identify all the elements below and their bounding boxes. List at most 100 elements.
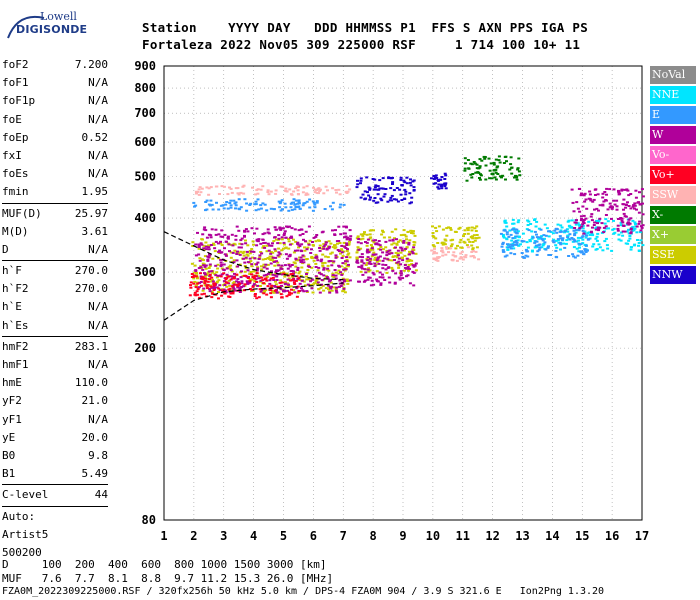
- echo-point: [265, 275, 269, 278]
- echo-point: [410, 232, 413, 234]
- echo-point: [330, 264, 334, 267]
- artist-label: Artist5: [2, 527, 49, 541]
- echo-point: [488, 169, 492, 172]
- echo-point: [466, 229, 470, 232]
- echo-point: [363, 279, 367, 282]
- echo-point: [565, 239, 569, 242]
- echo-point: [384, 246, 388, 249]
- echo-point: [326, 189, 329, 192]
- echo-point: [471, 250, 475, 252]
- echo-point: [282, 234, 286, 236]
- echo-point: [461, 258, 465, 261]
- echo-point: [243, 265, 247, 267]
- echo-point: [326, 264, 330, 267]
- echo-point: [581, 227, 585, 230]
- echo-point: [235, 280, 239, 283]
- echo-point: [220, 244, 224, 246]
- echo-point: [393, 259, 396, 261]
- echo-point: [361, 193, 365, 196]
- echo-point: [224, 203, 228, 206]
- echo-point: [406, 274, 410, 277]
- x-tick-label: 9: [399, 529, 406, 543]
- echo-point: [390, 199, 394, 202]
- echo-cluster-ssw: [430, 246, 481, 262]
- echo-point: [280, 284, 283, 287]
- echo-point: [283, 283, 287, 286]
- echo-point: [330, 208, 334, 211]
- echo-point: [492, 161, 496, 164]
- echo-point: [201, 289, 205, 292]
- echo-point: [515, 175, 519, 178]
- echo-point: [510, 228, 514, 231]
- echo-point: [463, 233, 467, 235]
- echo-point: [463, 255, 467, 258]
- echo-point: [617, 218, 620, 220]
- echo-point: [289, 202, 293, 205]
- echo-point: [304, 230, 308, 233]
- param-value: N/A: [88, 412, 108, 426]
- echo-point: [228, 250, 231, 253]
- echo-point: [386, 200, 390, 203]
- echo-point: [203, 275, 207, 278]
- echo-point: [528, 239, 532, 241]
- echo-point: [236, 192, 240, 195]
- echo-point: [356, 246, 360, 249]
- echo-point: [543, 241, 547, 244]
- echo-point: [601, 196, 605, 199]
- echo-point: [295, 185, 299, 188]
- echo-point: [516, 167, 520, 170]
- echo-point: [480, 159, 484, 162]
- legend-item: W: [650, 126, 696, 144]
- echo-point: [250, 227, 254, 230]
- echo-point: [278, 242, 282, 245]
- echo-point: [338, 242, 342, 244]
- echo-point: [412, 241, 416, 243]
- echo-point: [204, 267, 208, 270]
- echo-point: [501, 241, 505, 244]
- echo-point: [560, 226, 564, 229]
- echo-point: [459, 252, 463, 255]
- echo-point: [366, 191, 369, 194]
- echo-point: [437, 256, 441, 258]
- echo-point: [355, 251, 359, 254]
- y-tick-label: 600: [134, 135, 156, 149]
- echo-point: [395, 242, 399, 245]
- echo-point: [570, 219, 574, 222]
- echo-point: [204, 241, 208, 244]
- echo-point: [515, 178, 519, 181]
- echo-point: [193, 264, 197, 267]
- echo-point: [314, 235, 318, 238]
- echo-point: [348, 188, 352, 191]
- echo-point: [399, 274, 403, 277]
- echo-point: [619, 217, 623, 219]
- echo-point: [495, 166, 499, 169]
- echo-point: [483, 156, 487, 158]
- echo-point: [221, 204, 225, 207]
- echo-point: [579, 194, 583, 197]
- echo-point: [229, 264, 233, 267]
- echo-point: [313, 203, 317, 206]
- echo-point: [261, 238, 265, 241]
- echo-point: [261, 233, 265, 236]
- echo-point: [290, 193, 294, 196]
- echo-point: [409, 229, 413, 232]
- echo-point: [274, 283, 278, 286]
- echo-point: [332, 260, 336, 263]
- echo-point: [475, 163, 479, 166]
- echo-point: [381, 273, 384, 276]
- echo-point: [302, 202, 306, 205]
- echo-point: [618, 192, 622, 195]
- echo-point: [236, 265, 240, 268]
- echo-point: [445, 227, 449, 230]
- echo-point: [359, 179, 363, 182]
- echo-point: [537, 244, 541, 247]
- echo-point: [278, 252, 282, 255]
- echo-point: [623, 188, 627, 191]
- echo-point: [281, 247, 285, 250]
- echo-point: [286, 278, 290, 281]
- echo-point: [365, 250, 369, 253]
- echo-point: [372, 283, 376, 286]
- echo-point: [641, 224, 645, 227]
- echo-point: [277, 291, 281, 294]
- echo-point: [362, 233, 366, 235]
